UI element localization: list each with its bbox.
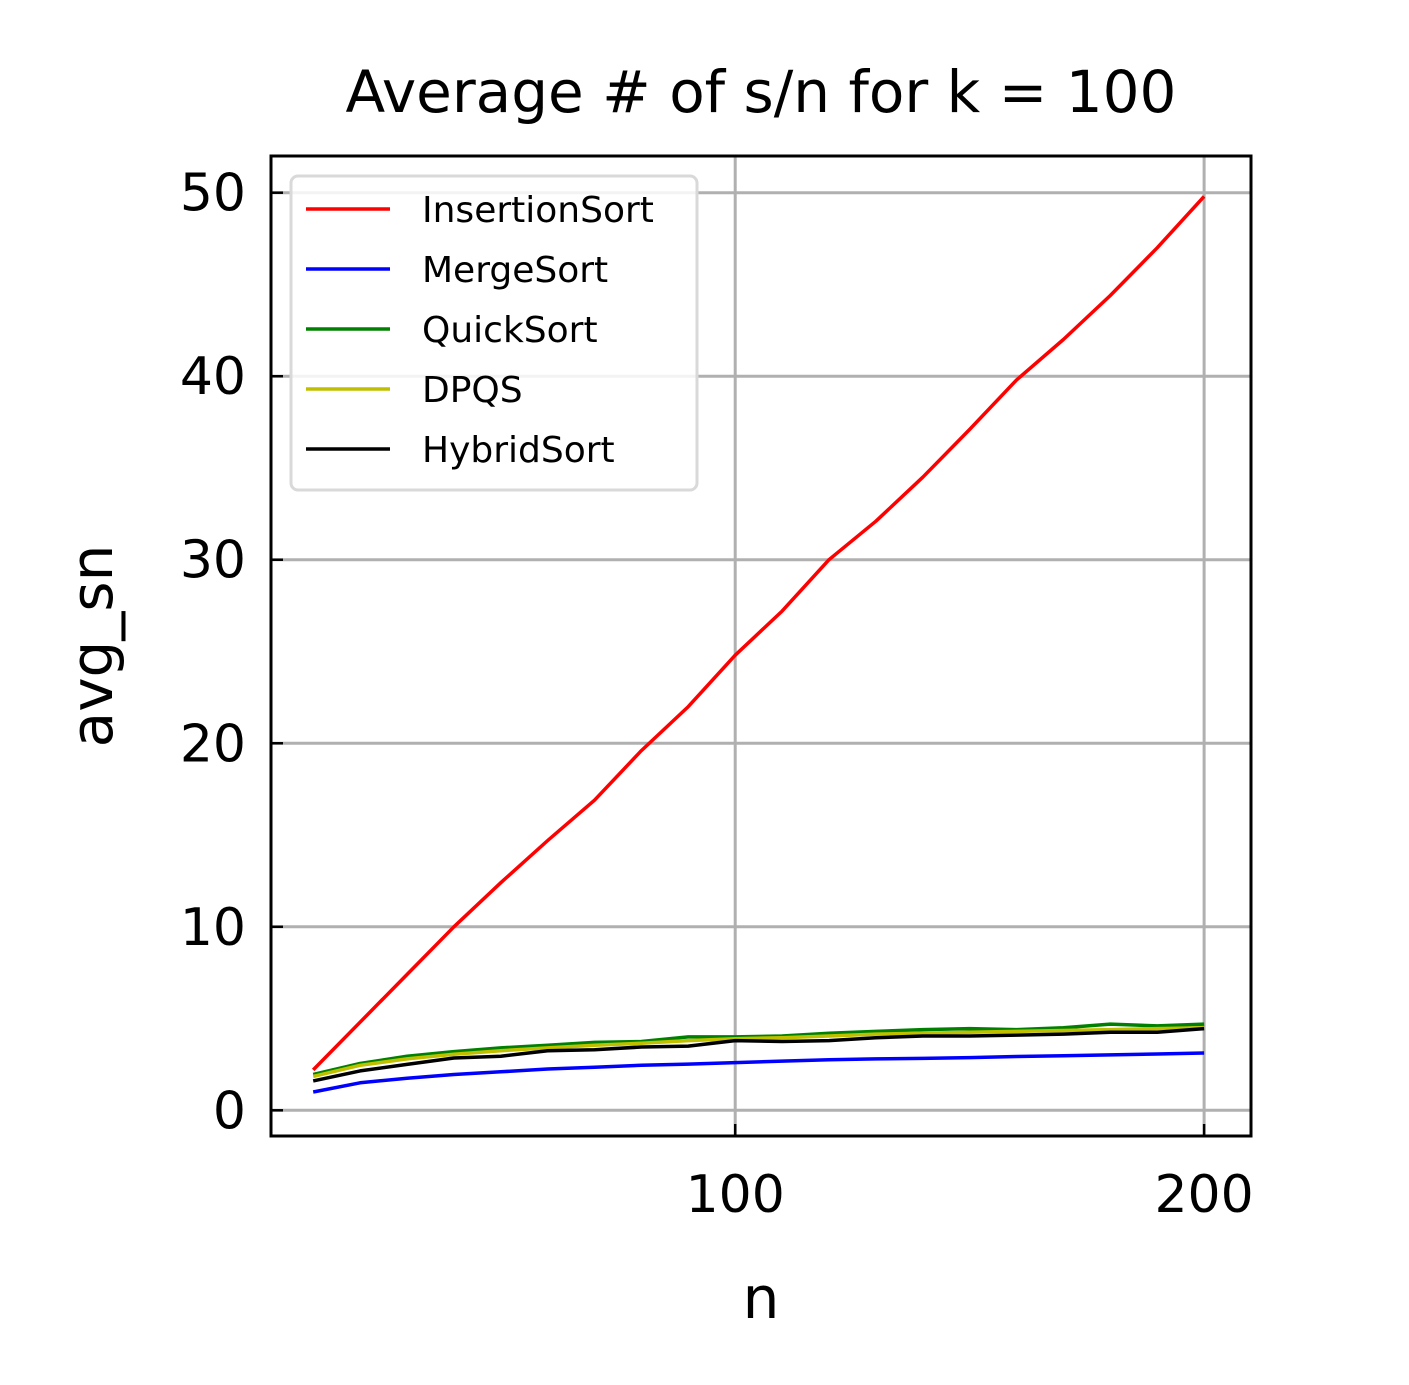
series-line-dpqs [312, 1025, 1205, 1079]
legend-label-quicksort: QuickSort [422, 310, 598, 351]
legend-label-mergesort: MergeSort [422, 250, 608, 291]
legend: InsertionSort MergeSort QuickSort DPQS Hybri… [289, 174, 699, 492]
y-tick-label: 30 [180, 531, 246, 591]
y-tick-label: 50 [180, 164, 246, 224]
y-axis-label: avg_sn [58, 545, 126, 748]
x-tick-label: 100 [686, 1165, 785, 1225]
legend-label-insertionsort: InsertionSort [422, 190, 654, 231]
chart-title: Average # of s/n for k = 100 [346, 58, 1177, 126]
y-tick-label: 10 [180, 898, 246, 958]
y-tick-label: 20 [180, 714, 246, 774]
y-tick-label: 40 [180, 347, 246, 407]
x-axis-label: n [743, 1264, 780, 1332]
series-line-mergesort [312, 1051, 1205, 1094]
legend-label-hybridsort: HybridSort [422, 430, 615, 471]
series-line-insertionsort [311, 195, 1206, 1072]
legend-label-dpqs: DPQS [422, 370, 523, 411]
y-axis-ticks: 0 10 20 30 40 50 [180, 164, 283, 1141]
x-axis-ticks: 100 200 [686, 1124, 1254, 1225]
x-tick-label: 200 [1154, 1165, 1253, 1225]
legend-box [289, 174, 699, 492]
series-lines [311, 195, 1206, 1094]
y-tick-label: 0 [213, 1081, 246, 1141]
plot-frame [269, 154, 1253, 1138]
series-line-quicksort [312, 1022, 1205, 1077]
series-line-hybridsort [312, 1026, 1205, 1083]
